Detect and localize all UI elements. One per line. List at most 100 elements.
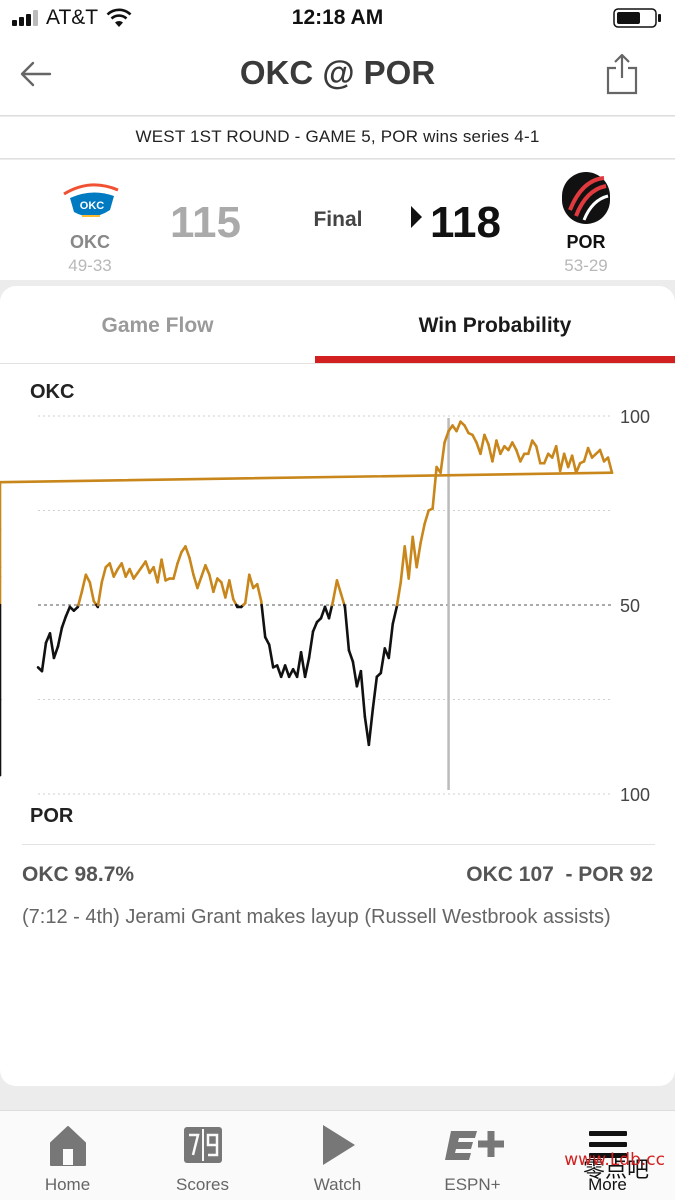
- status-time: 12:18 AM: [291, 6, 384, 29]
- win-prob-segment: [108, 562, 116, 578]
- nav-watch[interactable]: Watch: [270, 1111, 405, 1200]
- win-prob-segment: [339, 592, 346, 607]
- nav-espn-plus[interactable]: ESPN+: [405, 1111, 540, 1200]
- win-prob-segment: [423, 509, 430, 526]
- win-prob-segment: [307, 630, 315, 660]
- win-prob-segment: [463, 424, 470, 435]
- espn-plus-icon: [445, 1131, 504, 1160]
- win-prob-segment: [379, 647, 387, 675]
- win-prob-segment: [184, 545, 191, 560]
- nav-scores[interactable]: Scores: [135, 1111, 270, 1200]
- win-prob-segment: [172, 562, 179, 580]
- y-tick-label: 100: [620, 407, 650, 427]
- play-description: (7:12 - 4th) Jerami Grant makes layup (R…: [22, 906, 611, 928]
- bottom-nav: Home Scores Watch ESPN+ More: [0, 1110, 675, 1200]
- win-prob-segment: [515, 448, 522, 463]
- win-prob-segment: [327, 603, 334, 620]
- win-prob-segment: [295, 650, 303, 679]
- win-prob-segment: [56, 626, 64, 648]
- win-prob-segment: [267, 643, 275, 669]
- win-prob-segment: [192, 573, 199, 590]
- win-prob-segment: [0, 471, 614, 484]
- win-prob-segment: [48, 632, 56, 660]
- watch-icon: [323, 1125, 355, 1165]
- play-score: OKC 107 - POR 92: [466, 863, 653, 886]
- win-prob-segment: [40, 641, 48, 673]
- win-prob-segment: [554, 444, 562, 473]
- win-prob-segment: [562, 452, 570, 469]
- win-prob-segment: [582, 446, 590, 463]
- win-prob-segment: [96, 581, 104, 607]
- win-prob-segment: [351, 660, 359, 688]
- win-prob-segment: [407, 535, 414, 580]
- home-team-abbr: POR: [566, 232, 606, 252]
- y-tick-label: 100: [620, 785, 650, 805]
- share-icon[interactable]: [605, 52, 639, 96]
- win-prob-segment: [255, 582, 263, 603]
- win-prob-segment: [88, 581, 96, 603]
- win-probability-chart[interactable]: OKC POR 100 50 100: [0, 376, 675, 826]
- away-score: 115: [170, 198, 241, 247]
- winner-indicator-icon: [411, 206, 422, 228]
- watermark-logo: 零点吧: [582, 1158, 649, 1183]
- win-prob-segment: [331, 579, 339, 603]
- win-prob-segment: [188, 556, 195, 577]
- win-prob-segment: [511, 441, 518, 452]
- tab-win-probability[interactable]: Win Probability: [418, 314, 572, 337]
- win-prob-segment: [144, 560, 151, 575]
- win-prob-segment: [212, 577, 219, 594]
- win-prob-segment: [343, 605, 351, 652]
- divider: [22, 844, 655, 845]
- win-prob-segment: [534, 444, 542, 465]
- tab-game-flow[interactable]: Game Flow: [101, 314, 214, 337]
- win-prob-segment: [558, 452, 566, 473]
- nav-more-label: More: [588, 1175, 627, 1194]
- home-icon: [50, 1126, 86, 1166]
- battery-icon: [613, 8, 661, 28]
- away-team-abbr: OKC: [70, 232, 110, 252]
- win-prob-segment: [411, 535, 418, 569]
- nav-more[interactable]: More: [540, 1111, 675, 1200]
- win-prob-segment: [495, 439, 502, 456]
- scoreboard: OKC OKC 49-33 115 Final 118 POR 53-29: [0, 160, 675, 280]
- home-team-record: 53-29: [564, 256, 608, 275]
- win-prob-segment: [196, 575, 203, 590]
- status-bar: AT&T 12:18 AM: [0, 0, 675, 36]
- watermark-url: www.Ldb.cc: [564, 1150, 665, 1170]
- okc-logo-icon: OKC: [63, 183, 119, 217]
- win-prob-segment: [598, 448, 606, 463]
- win-prob-segment: [156, 558, 163, 584]
- chart-top-label: OKC: [30, 381, 74, 403]
- win-prob-segment: [228, 579, 235, 601]
- win-prob-segment: [574, 461, 582, 474]
- nav-scores-label: Scores: [176, 1175, 229, 1194]
- win-prob-segment: [570, 454, 578, 474]
- win-prob-segment: [64, 605, 72, 618]
- win-prob-segment: [299, 650, 307, 679]
- win-prob-segment: [80, 573, 88, 594]
- win-prob-segment: [60, 615, 68, 629]
- active-tab-indicator: [315, 356, 675, 363]
- nav-home[interactable]: Home: [0, 1111, 135, 1200]
- win-prob-segment: [247, 573, 255, 590]
- svg-text:OKC: OKC: [80, 200, 105, 212]
- win-prob-segment: [243, 573, 251, 605]
- win-probability-card: Game Flow Win Probability OKC POR 100 50 1…: [0, 286, 675, 1086]
- header: OKC @ POR: [0, 36, 675, 116]
- chart-y-ticks: 100 50 100: [620, 407, 650, 805]
- home-score: 118: [430, 198, 501, 247]
- win-prob-segment: [200, 564, 207, 578]
- nav-watch-label: Watch: [313, 1175, 362, 1194]
- back-arrow-icon[interactable]: [18, 56, 54, 92]
- win-prob-segment: [367, 707, 375, 747]
- nav-home-label: Home: [44, 1175, 91, 1194]
- win-prob-segment: [120, 562, 127, 578]
- win-prob-segment: [128, 567, 135, 580]
- win-prob-segment: [479, 433, 486, 456]
- win-prob-segment: [439, 441, 446, 474]
- win-prob-segment: [347, 649, 355, 664]
- carrier-name: AT&T: [46, 6, 99, 29]
- win-prob-segment: [542, 452, 550, 465]
- chart-gridlines: [38, 415, 612, 795]
- chart-bottom-label: POR: [30, 805, 74, 826]
